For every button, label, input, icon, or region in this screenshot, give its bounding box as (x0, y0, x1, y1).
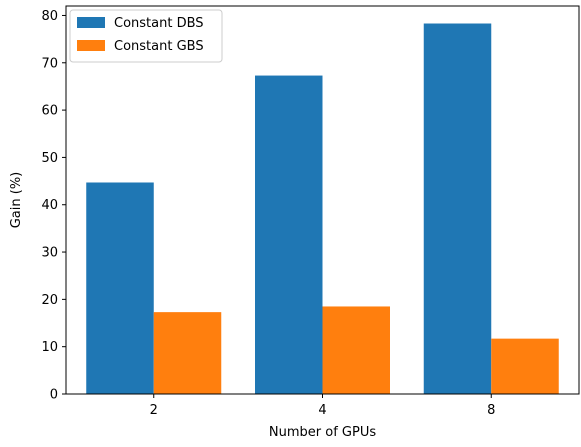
y-tick-label: 70 (41, 56, 58, 71)
y-tick-label: 80 (41, 9, 58, 24)
y-axis-label: Gain (%) (9, 172, 24, 229)
bar-constant-gbs-2 (153, 312, 222, 394)
legend-swatch (77, 40, 105, 51)
x-tick-label: 2 (150, 403, 158, 418)
x-tick-label: 4 (318, 403, 326, 418)
legend-swatch (77, 17, 105, 28)
x-axis-label: Number of GPUs (269, 425, 376, 440)
y-tick-label: 60 (41, 104, 58, 119)
y-tick-label: 10 (41, 340, 58, 355)
legend-label: Constant DBS (114, 16, 204, 31)
y-tick-label: 0 (50, 388, 58, 403)
legend-box (69, 9, 223, 63)
x-tick-label: 8 (487, 403, 495, 418)
y-tick-label: 50 (41, 151, 58, 166)
y-tick-label: 40 (41, 198, 58, 213)
bar-constant-gbs-8 (491, 338, 559, 394)
y-tick-label: 20 (41, 293, 58, 308)
bars-layer (86, 23, 559, 395)
bar-constant-dbs-2 (86, 182, 154, 394)
axes-layer: 0 10 20 30 40 50 60 70 80 2 4 8 (41, 5, 580, 418)
legend-label: Constant GBS (114, 39, 204, 54)
y-tick-label: 30 (41, 246, 58, 261)
bar-constant-dbs-4 (255, 75, 323, 395)
legend: Constant DBS Constant GBS (69, 9, 223, 63)
bar-constant-dbs-8 (423, 23, 492, 394)
bar-constant-gbs-4 (322, 306, 390, 394)
